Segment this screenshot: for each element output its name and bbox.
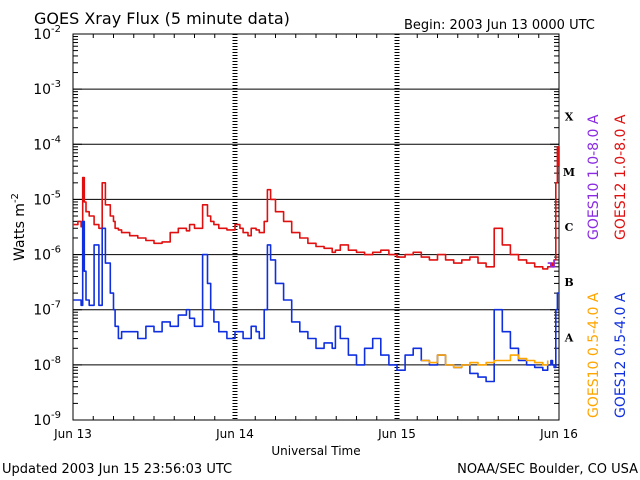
begin-label: Begin: 2003 Jun 13 0000 UTC <box>404 18 595 33</box>
series-line <box>421 354 549 369</box>
y-tick-label: 10-6 <box>33 245 61 264</box>
y-tick-label: 10-2 <box>33 24 61 43</box>
legend-goes10-short: GOES10 0.5-4.0 A <box>586 292 602 418</box>
flare-class-label: A <box>564 331 574 344</box>
y-axis-title-text: Watts m <box>12 203 28 261</box>
plot-area <box>72 33 560 421</box>
series-line <box>73 220 559 383</box>
y-tick-label: 10-4 <box>33 134 61 153</box>
series-line <box>547 259 555 268</box>
y-axis-title-exponent: -2 <box>10 193 21 203</box>
chart-title: GOES Xray Flux (5 minute data) <box>34 9 290 28</box>
updated-timestamp: Updated 2003 Jun 15 23:56:03 UTC <box>2 462 232 477</box>
y-tick-label: 10-7 <box>33 300 61 319</box>
series-lines <box>73 146 560 383</box>
plot-frame <box>72 33 560 421</box>
x-tick-label: Jun 13 <box>53 427 92 441</box>
y-axis-title: Watts m-2 <box>10 193 28 261</box>
flare-class-label: B <box>564 276 573 289</box>
y-tick-label: 10-3 <box>33 79 61 98</box>
x-tick-label: Jun 16 <box>539 427 578 441</box>
y-tick-label: 10-9 <box>33 410 61 429</box>
legend-goes12-long: GOES12 1.0-8.0 A <box>613 114 629 240</box>
flare-class-label: M <box>563 166 575 179</box>
x-axis-title: Universal Time <box>271 444 360 458</box>
x-tick-label: Jun 15 <box>377 427 416 441</box>
x-tick-label: Jun 14 <box>215 427 254 441</box>
credit-label: NOAA/SEC Boulder, CO USA <box>457 462 638 477</box>
flare-class-labels: A B C M X <box>563 111 575 345</box>
legend-goes12-short: GOES12 0.5-4.0 A <box>613 292 629 418</box>
legend-goes10-long: GOES10 1.0-8.0 A <box>586 114 602 240</box>
legend: GOES10 1.0-8.0 A GOES12 1.0-8.0 A GOES10… <box>586 114 629 418</box>
flare-class-label: X <box>565 111 574 124</box>
series-line <box>73 146 560 270</box>
svg-text:Watts m-2: Watts m-2 <box>10 193 28 261</box>
y-axis: 10-9 10-8 10-7 10-6 10-5 10-4 10-3 10-2 <box>33 24 559 429</box>
flare-class-label: C <box>565 221 574 234</box>
y-tick-label: 10-8 <box>33 355 61 374</box>
y-tick-label: 10-5 <box>33 189 61 208</box>
